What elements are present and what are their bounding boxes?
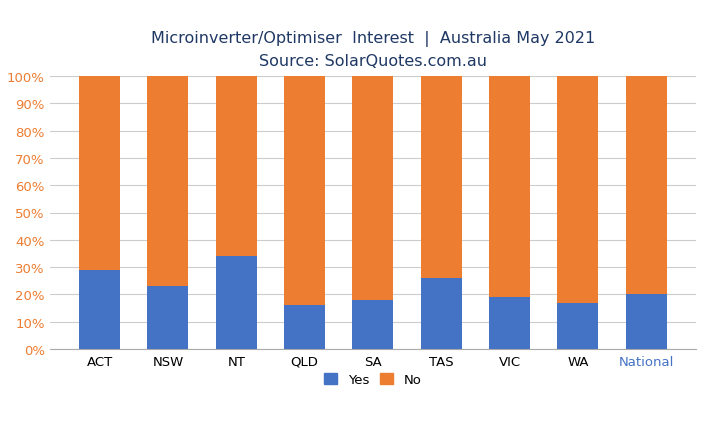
Bar (148, 287, 188, 349)
Bar (420, 279, 462, 349)
Bar (626, 77, 666, 295)
Bar (489, 297, 530, 349)
Bar (420, 77, 462, 279)
Bar (148, 77, 188, 287)
Bar (79, 270, 120, 349)
Bar (79, 77, 120, 270)
Bar (489, 77, 530, 297)
Title: Microinverter/Optimiser  Interest  |  Australia May 2021
Source: SolarQuotes.com: Microinverter/Optimiser Interest | Austr… (150, 31, 595, 69)
Bar (352, 300, 394, 349)
Bar (557, 77, 598, 303)
Bar (284, 306, 325, 349)
Bar (557, 303, 598, 349)
Bar (626, 295, 666, 349)
Bar (284, 77, 325, 306)
Bar (352, 77, 394, 300)
Bar (216, 77, 257, 256)
Bar (216, 256, 257, 349)
Legend: Yes, No: Yes, No (319, 368, 427, 392)
